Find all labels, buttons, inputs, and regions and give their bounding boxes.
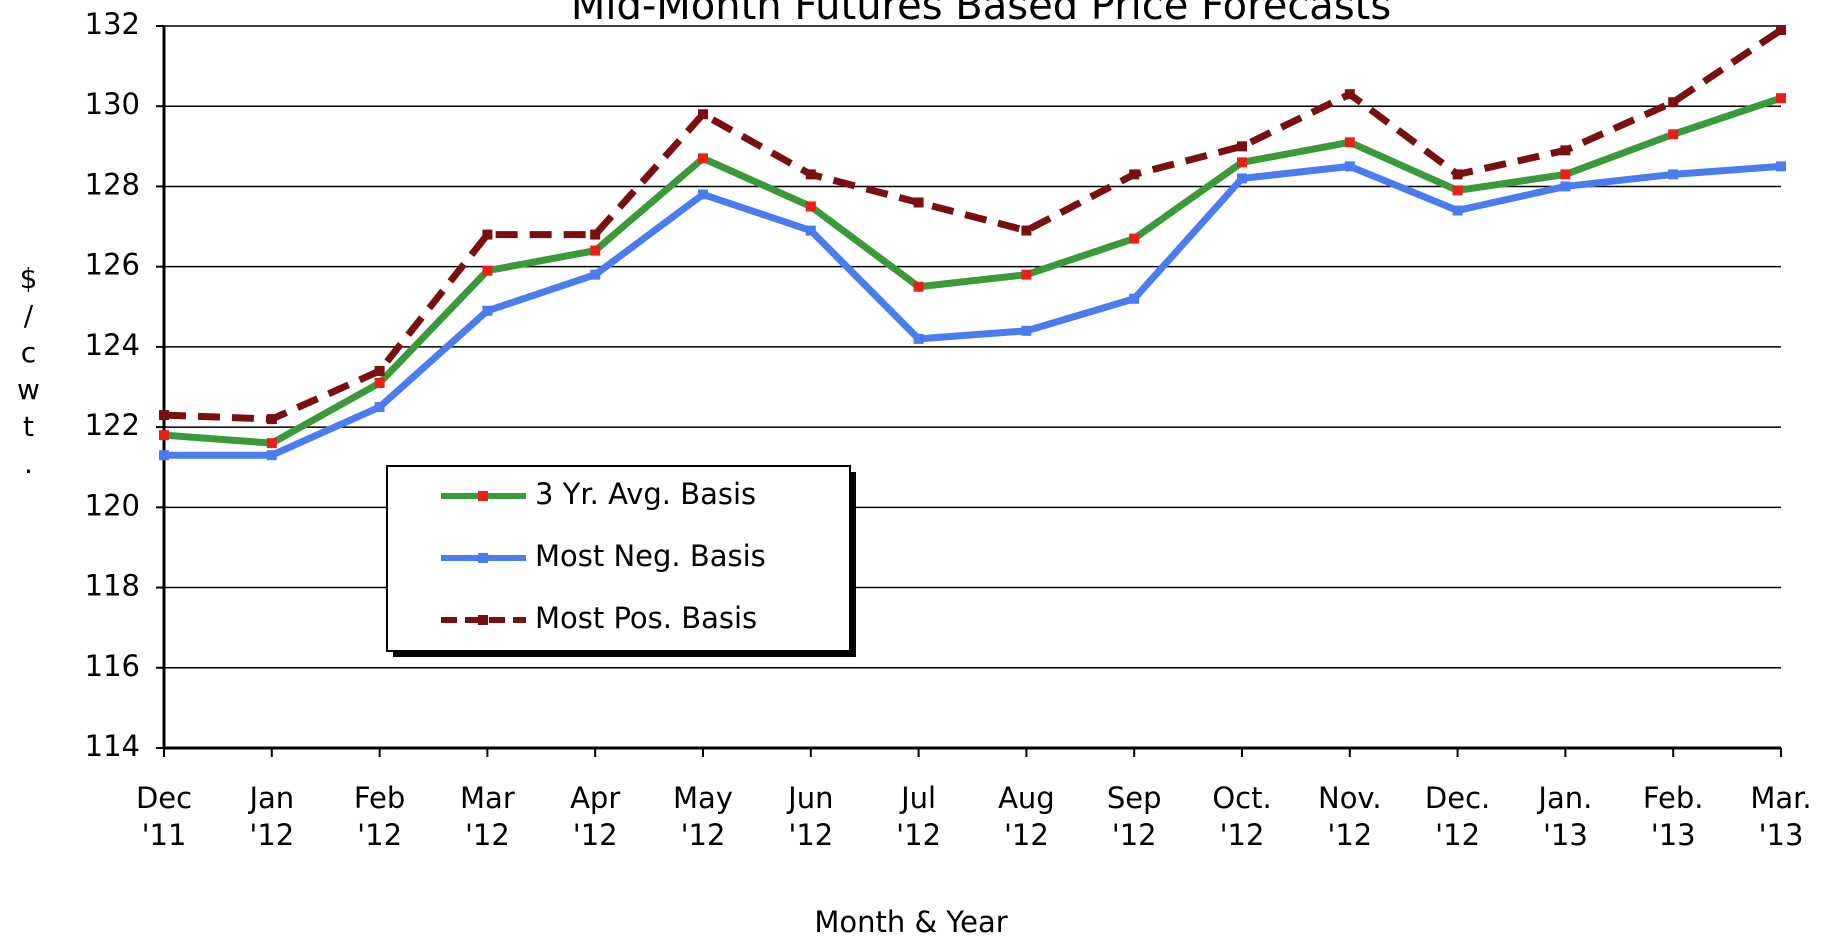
marker <box>590 269 601 280</box>
marker <box>159 410 169 421</box>
y-tick-label: 114 <box>85 729 140 763</box>
marker <box>159 450 169 461</box>
x-tick-label: Sep '12 <box>1106 781 1162 852</box>
y-tick-label: 116 <box>85 649 140 683</box>
legend-marker <box>478 491 488 501</box>
y-axis-label: $/cwt. <box>12 262 45 484</box>
legend-label: Most Neg. Basis <box>535 539 766 573</box>
x-tick-label: Mar '12 <box>460 781 515 852</box>
marker <box>1452 185 1463 196</box>
marker <box>1452 169 1463 180</box>
x-tick-label: Feb. '13 <box>1642 781 1704 852</box>
marker <box>1129 293 1140 304</box>
marker <box>374 365 385 376</box>
marker <box>1129 233 1140 244</box>
marker <box>1668 129 1679 140</box>
marker <box>1129 169 1140 180</box>
x-tick-label: Feb '12 <box>353 781 406 852</box>
marker <box>1237 157 1247 168</box>
x-tick-label: Oct. '12 <box>1212 781 1272 852</box>
marker <box>590 245 601 256</box>
x-tick-label: Nov. '12 <box>1318 781 1382 852</box>
marker <box>1668 97 1679 108</box>
y-tick-label: 118 <box>85 569 140 603</box>
marker <box>698 109 708 120</box>
y-tick-label: 124 <box>85 328 140 362</box>
x-tick-label: Apr '12 <box>570 781 621 852</box>
x-tick-label: Aug '12 <box>998 781 1055 852</box>
x-tick-label: May '12 <box>673 781 733 852</box>
marker <box>590 229 601 240</box>
marker <box>1776 93 1786 104</box>
marker <box>482 265 493 276</box>
x-tick-label: Jan '12 <box>249 781 295 852</box>
y-tick-label: 122 <box>85 408 140 442</box>
legend-label: 3 Yr. Avg. Basis <box>535 477 756 511</box>
marker <box>1344 161 1355 172</box>
marker <box>1452 205 1463 216</box>
marker <box>1021 325 1032 336</box>
marker <box>266 414 277 425</box>
marker <box>913 333 924 344</box>
y-tick-label: 130 <box>85 87 140 121</box>
marker <box>1560 169 1571 180</box>
marker <box>482 229 493 240</box>
x-tick-label: Jan. '13 <box>1538 781 1593 852</box>
marker <box>805 201 816 212</box>
marker <box>1237 173 1247 184</box>
marker <box>1668 169 1679 180</box>
y-tick-label: 128 <box>85 167 140 201</box>
marker <box>1560 145 1571 156</box>
marker <box>1560 181 1571 192</box>
y-tick-label: 126 <box>85 248 140 282</box>
marker <box>805 225 816 236</box>
x-axis-label: Month & Year <box>814 905 1008 938</box>
marker <box>1344 89 1355 100</box>
marker <box>1021 269 1032 280</box>
x-tick-label: Mar. '13 <box>1750 781 1812 852</box>
marker <box>913 197 924 208</box>
marker <box>374 402 385 413</box>
marker <box>266 438 277 449</box>
marker <box>1776 25 1786 36</box>
series-line <box>163 27 1783 423</box>
marker <box>159 430 169 441</box>
y-tick-label: 120 <box>85 488 140 522</box>
chart-title: Mid-Month Futures Based Price Forecasts <box>571 0 1391 29</box>
marker <box>698 153 708 164</box>
marker <box>913 281 924 292</box>
x-tick-label: Jun '12 <box>788 781 834 852</box>
marker <box>374 377 385 388</box>
series-line <box>164 162 1782 459</box>
marker <box>1344 137 1355 148</box>
marker <box>1776 161 1786 172</box>
legend-marker <box>478 615 488 625</box>
marker <box>1021 225 1032 236</box>
legend-marker <box>478 553 488 563</box>
marker <box>698 189 708 200</box>
marker <box>482 305 493 316</box>
x-tick-label: Dec. '12 <box>1424 781 1491 852</box>
marker <box>805 169 816 180</box>
marker <box>266 450 277 461</box>
legend-label: Most Pos. Basis <box>535 601 757 635</box>
x-tick-label: Dec '11 <box>135 781 193 852</box>
y-tick-label: 132 <box>85 7 140 41</box>
x-tick-label: Jul '12 <box>896 781 942 852</box>
series-line <box>163 94 1783 447</box>
marker <box>1237 141 1247 152</box>
